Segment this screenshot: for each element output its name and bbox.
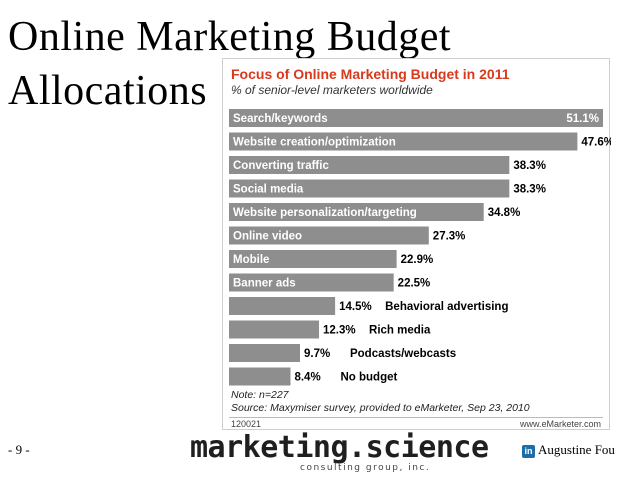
category-label-4: Social media — [233, 184, 304, 196]
value-label-5: 34.8% — [488, 207, 521, 219]
logo-tagline: consulting group, inc. — [300, 463, 431, 473]
bar-3 — [229, 156, 510, 174]
author-name: Augustine Fou — [538, 442, 615, 457]
value-label-2: 47.6% — [581, 137, 611, 149]
slide-title-line-2: Allocations — [8, 68, 208, 114]
category-label-11: Podcasts/webcasts — [350, 348, 456, 360]
chart-subtitle: % of senior-level marketers worldwide — [231, 83, 433, 97]
bar-7 — [229, 250, 397, 268]
logo-wordmark: marketing.science — [190, 430, 489, 465]
category-label-5: Website personalization/targeting — [233, 207, 417, 219]
slide-title: Online Marketing Budget Allocations — [8, 10, 528, 118]
category-label-12: No budget — [340, 372, 397, 384]
bar-11 — [229, 344, 300, 362]
category-label-9: Behavioral advertising — [385, 301, 508, 313]
category-label-10: Rich media — [369, 325, 431, 337]
chart-site: www.eMarketer.com — [519, 419, 601, 429]
category-label-1: Search/keywords — [233, 113, 328, 125]
chart-footer-divider — [229, 417, 603, 418]
value-label-7: 22.9% — [401, 254, 434, 266]
value-label-6: 27.3% — [433, 231, 466, 243]
bar-8 — [229, 273, 394, 292]
value-label-8: 22.5% — [398, 278, 431, 290]
bar-5 — [229, 203, 484, 221]
bar-12 — [229, 367, 291, 386]
chart-title: Focus of Online Marketing Budget in 2011 — [231, 66, 510, 82]
category-label-7: Mobile — [233, 254, 269, 266]
author: in Augustine Fou — [522, 442, 615, 458]
value-label-12: 8.4% — [294, 372, 320, 384]
bar-10 — [229, 320, 320, 339]
bar-2 — [229, 132, 578, 151]
value-label-10: 12.3% — [323, 325, 356, 337]
slide-title-line-1: Online Marketing Budget — [8, 14, 452, 60]
category-label-3: Converting traffic — [233, 160, 329, 172]
bar-9 — [229, 297, 336, 315]
chart-source: Source: Maxymiser survey, provided to eM… — [231, 402, 530, 414]
bar-chart: Search/keywords 51.1% Website creation/opt… — [229, 109, 611, 386]
bar-6 — [229, 226, 429, 245]
chart-code: 120021 — [231, 419, 262, 429]
value-label-11: 9.7% — [304, 348, 330, 360]
bar-4 — [229, 179, 510, 198]
value-label-1: 51.1% — [566, 113, 599, 125]
chart-panel: Focus of Online Marketing Budget in 2011… — [222, 58, 611, 430]
category-label-2: Website creation/optimization — [233, 137, 396, 149]
category-label-8: Banner ads — [233, 278, 296, 290]
value-label-4: 38.3% — [513, 184, 546, 196]
chart-note: Note: n=227 — [231, 389, 289, 401]
value-label-9: 14.5% — [339, 301, 372, 313]
bar-1 — [229, 109, 603, 127]
linkedin-icon: in — [522, 445, 535, 458]
value-label-3: 38.3% — [513, 160, 546, 172]
category-label-6: Online video — [233, 231, 302, 243]
page-number: - 9 - — [8, 442, 30, 457]
